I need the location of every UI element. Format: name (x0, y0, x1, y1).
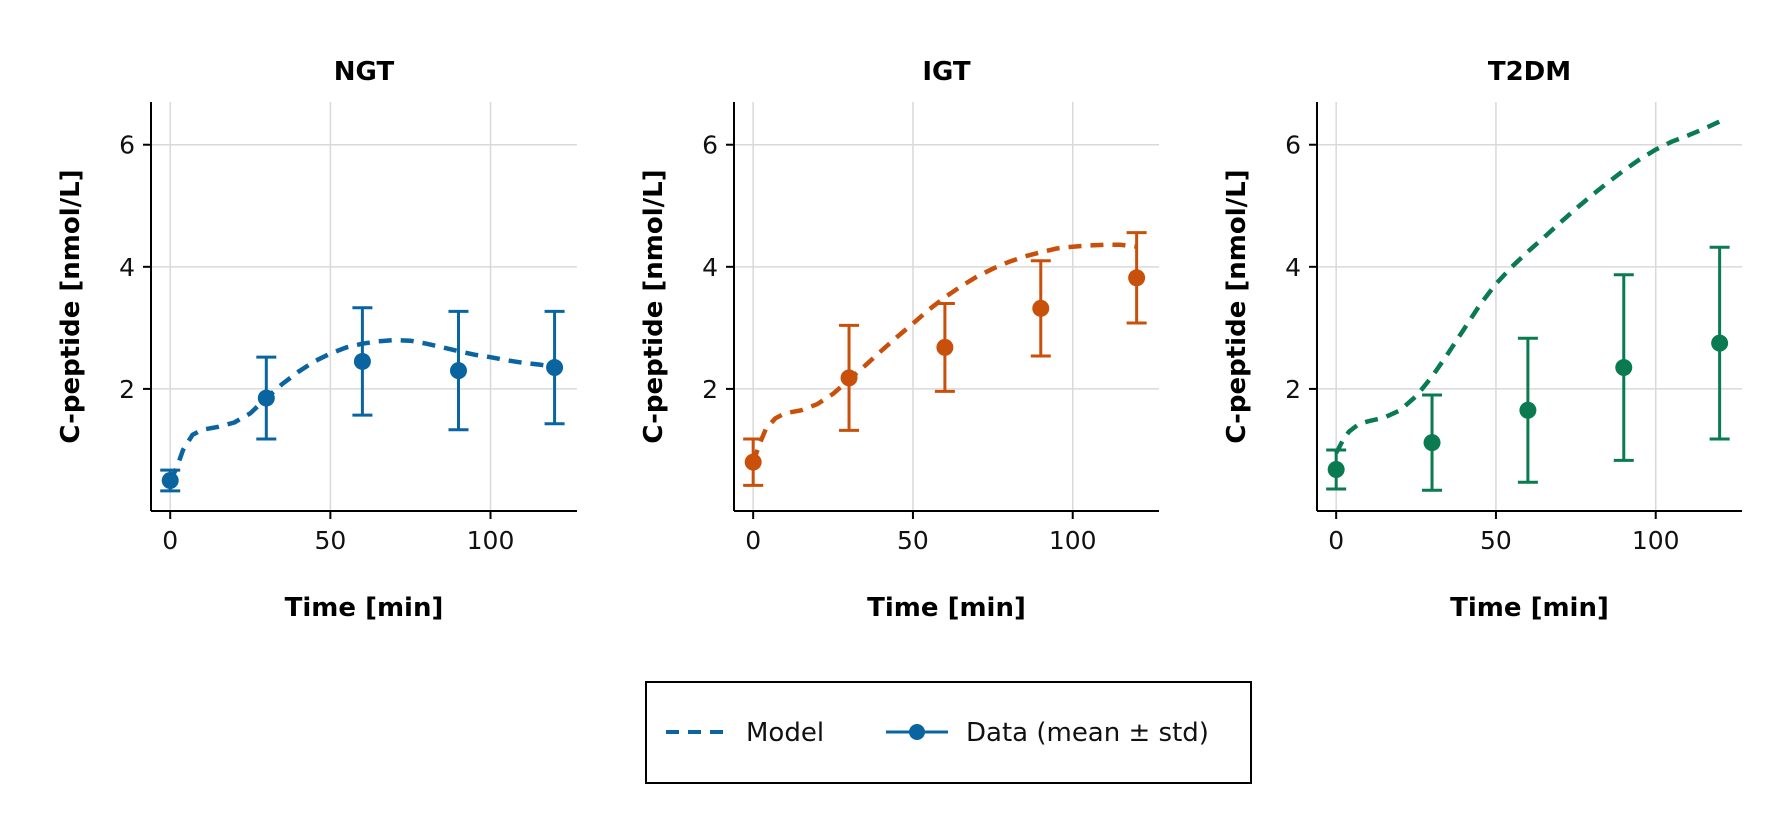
x-tick-label: 100 (1049, 526, 1097, 555)
data-point (161, 471, 179, 489)
data-point (1519, 401, 1537, 419)
legend-data-label: Data (mean ± std) (966, 718, 1209, 748)
y-tick-label: 6 (702, 131, 718, 160)
x-tick-label: 100 (1632, 526, 1680, 555)
x-tick-label: 0 (745, 526, 761, 555)
y-axis-label: C-peptide [nmol/L] (56, 169, 86, 443)
y-axis-label: C-peptide [nmol/L] (639, 169, 669, 443)
panel-title: T2DM (1488, 57, 1571, 87)
data-point (1327, 460, 1345, 478)
data-point (1711, 334, 1729, 352)
panel-title: NGT (334, 57, 395, 87)
panel-ngt: 0 50 100 2 4 6 NGT Time [min] C-peptide [nmol/L] (56, 57, 577, 623)
data-point (744, 453, 762, 471)
data-point (1032, 299, 1050, 317)
data-point (1615, 359, 1633, 377)
x-tick-label: 0 (162, 526, 178, 555)
legend: Model Data (mean ± std) (645, 681, 1252, 784)
panel-igt: 0 50 100 2 4 6 IGT Time [min] C-peptide [nmol/L] (639, 57, 1159, 623)
data-point (1128, 269, 1146, 287)
legend-data-marker (909, 724, 925, 740)
y-tick-label: 2 (702, 375, 718, 404)
panel-title: IGT (922, 57, 971, 87)
model-line (168, 337, 555, 482)
data-point (546, 359, 564, 377)
y-tick-label: 2 (1285, 375, 1301, 404)
y-tick-label: 6 (119, 131, 135, 160)
y-tick-label: 4 (1285, 253, 1301, 282)
x-axis-label: Time [min] (285, 593, 444, 623)
y-axis-label: C-peptide [nmol/L] (1222, 169, 1252, 443)
y-tick-label: 6 (1285, 131, 1301, 160)
y-tick-label: 4 (119, 253, 135, 282)
legend-box (645, 681, 1252, 784)
x-tick-label: 100 (467, 526, 515, 555)
data-point (1423, 434, 1441, 452)
legend-model-label: Model (746, 718, 824, 748)
data-point (840, 369, 858, 387)
data-point (936, 338, 954, 356)
x-axis-label: Time [min] (1450, 593, 1609, 623)
y-tick-label: 4 (702, 253, 718, 282)
model-line (751, 242, 1137, 463)
data-point (257, 389, 275, 407)
data-point (353, 352, 371, 370)
panel-t2dm: 0 50 100 2 4 6 T2DM Time [min] C-peptide [nmol/L… (1222, 57, 1742, 623)
x-tick-label: 50 (897, 526, 929, 555)
x-axis-label: Time [min] (867, 593, 1026, 623)
model-line (1334, 119, 1721, 455)
x-tick-label: 0 (1328, 526, 1344, 555)
y-tick-label: 2 (119, 375, 135, 404)
x-tick-label: 50 (314, 526, 346, 555)
x-tick-label: 50 (1480, 526, 1512, 555)
data-point (449, 362, 467, 380)
